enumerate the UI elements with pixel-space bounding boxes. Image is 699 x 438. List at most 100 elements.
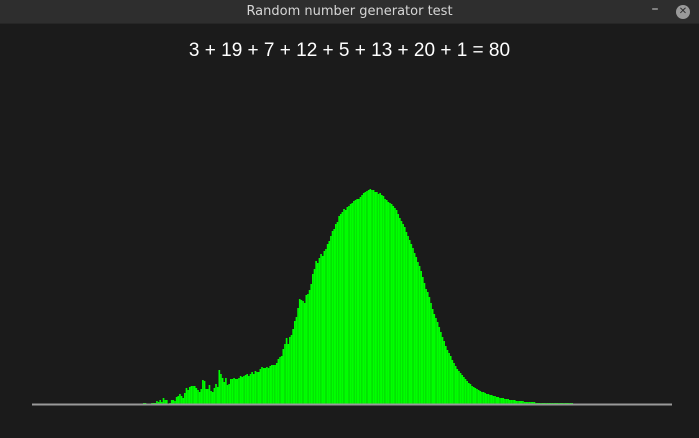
histogram-bar	[367, 190, 370, 404]
histogram-bar	[233, 378, 235, 404]
histogram-bar	[179, 394, 181, 404]
histogram-bar	[364, 192, 367, 404]
histogram-bar	[210, 391, 212, 404]
histogram-bar	[297, 308, 299, 404]
histogram-bar	[184, 393, 186, 404]
histogram-bar	[458, 371, 460, 404]
title-bar[interactable]: Random number generator test – ✕	[0, 0, 699, 24]
histogram-bar	[313, 269, 316, 404]
histogram-bar	[302, 301, 304, 404]
histogram-bar	[385, 200, 388, 404]
histogram-bar	[507, 399, 509, 404]
histogram-bar	[413, 253, 416, 404]
histogram-bar	[344, 210, 347, 404]
histogram-bar	[269, 366, 272, 404]
histogram-bar	[481, 392, 483, 404]
histogram-bar	[399, 218, 401, 404]
histogram-bar	[441, 337, 444, 404]
histogram-bar	[315, 261, 317, 404]
histogram-bar	[292, 329, 294, 404]
histogram-bar	[348, 206, 350, 404]
histogram-bar	[482, 392, 485, 404]
minimize-icon[interactable]: –	[651, 1, 659, 17]
histogram-bar	[440, 332, 442, 404]
histogram-bar	[517, 401, 519, 404]
histogram-bar	[522, 401, 524, 404]
histogram-bar	[164, 400, 166, 404]
histogram-bar	[426, 292, 429, 404]
histogram-bar	[431, 309, 434, 404]
histogram-bar	[394, 208, 396, 404]
histogram-bar	[287, 344, 290, 404]
histogram-bar	[500, 398, 503, 404]
histogram-bar	[293, 321, 296, 404]
histogram-bar	[254, 371, 257, 404]
histogram-bar	[203, 381, 206, 404]
histogram-bar	[486, 394, 488, 404]
histogram-bar	[330, 236, 332, 404]
histogram-bar	[527, 402, 529, 404]
histogram-bar	[402, 224, 404, 404]
histogram-bar	[180, 396, 183, 404]
histogram-bar	[438, 327, 441, 404]
histogram-bar	[492, 396, 495, 404]
histogram-bar	[279, 357, 281, 404]
histogram-bar	[471, 386, 473, 404]
histogram-bar	[513, 400, 516, 404]
histogram-bar	[400, 221, 403, 404]
histogram-bar	[335, 224, 337, 404]
histogram-bar	[463, 377, 465, 404]
histogram-bar	[213, 388, 216, 404]
histogram-bar	[208, 385, 211, 404]
histogram-bar	[372, 190, 375, 404]
histogram-bar	[341, 212, 344, 404]
histogram-bar	[207, 389, 209, 404]
histogram-bar	[382, 196, 385, 404]
histogram-bar	[318, 258, 321, 404]
histogram-bar	[417, 262, 419, 404]
histogram-bar	[484, 393, 487, 404]
histogram-bar	[456, 369, 459, 404]
close-icon[interactable]: ✕	[676, 5, 690, 19]
histogram-bar	[405, 232, 408, 404]
histogram-bar	[202, 380, 204, 404]
histogram-bar	[387, 202, 390, 404]
histogram-bar	[487, 394, 490, 404]
histogram-bar	[512, 400, 514, 404]
histogram-bar	[392, 206, 395, 404]
histogram-bar	[156, 401, 158, 404]
histogram-bar	[356, 199, 358, 404]
histogram-bar	[277, 359, 280, 404]
histogram-bar	[325, 249, 327, 404]
histogram-bar	[326, 244, 329, 404]
histogram-bar	[162, 398, 165, 404]
histogram-bar	[508, 400, 511, 404]
histogram-bar	[198, 392, 201, 404]
histogram-bar	[338, 216, 340, 404]
histogram-bar	[241, 377, 244, 404]
histogram-bar	[228, 384, 230, 404]
histogram-bar	[418, 266, 421, 404]
histogram-bar	[533, 402, 536, 404]
histogram-bar	[505, 399, 508, 404]
histogram-bar	[499, 398, 501, 404]
histogram-bar	[415, 257, 418, 404]
histogram-bar	[267, 368, 270, 404]
histogram-bar	[262, 368, 265, 404]
histogram-bar	[249, 374, 252, 404]
histogram-bar	[397, 214, 400, 404]
histogram-bar	[239, 376, 242, 404]
histogram-bar	[384, 199, 386, 404]
histogram-bar	[225, 378, 227, 404]
histogram-bar	[305, 295, 308, 404]
histogram-bar	[220, 374, 222, 404]
histogram-bar	[374, 192, 377, 404]
histogram-bar	[520, 401, 523, 404]
histogram-bar	[264, 368, 267, 404]
histogram-bar	[195, 388, 198, 404]
histogram-bar	[504, 399, 506, 404]
histogram-bar	[366, 191, 368, 404]
histogram-bar	[185, 388, 188, 404]
histogram-bar	[523, 402, 526, 404]
histogram-bar	[353, 201, 355, 404]
